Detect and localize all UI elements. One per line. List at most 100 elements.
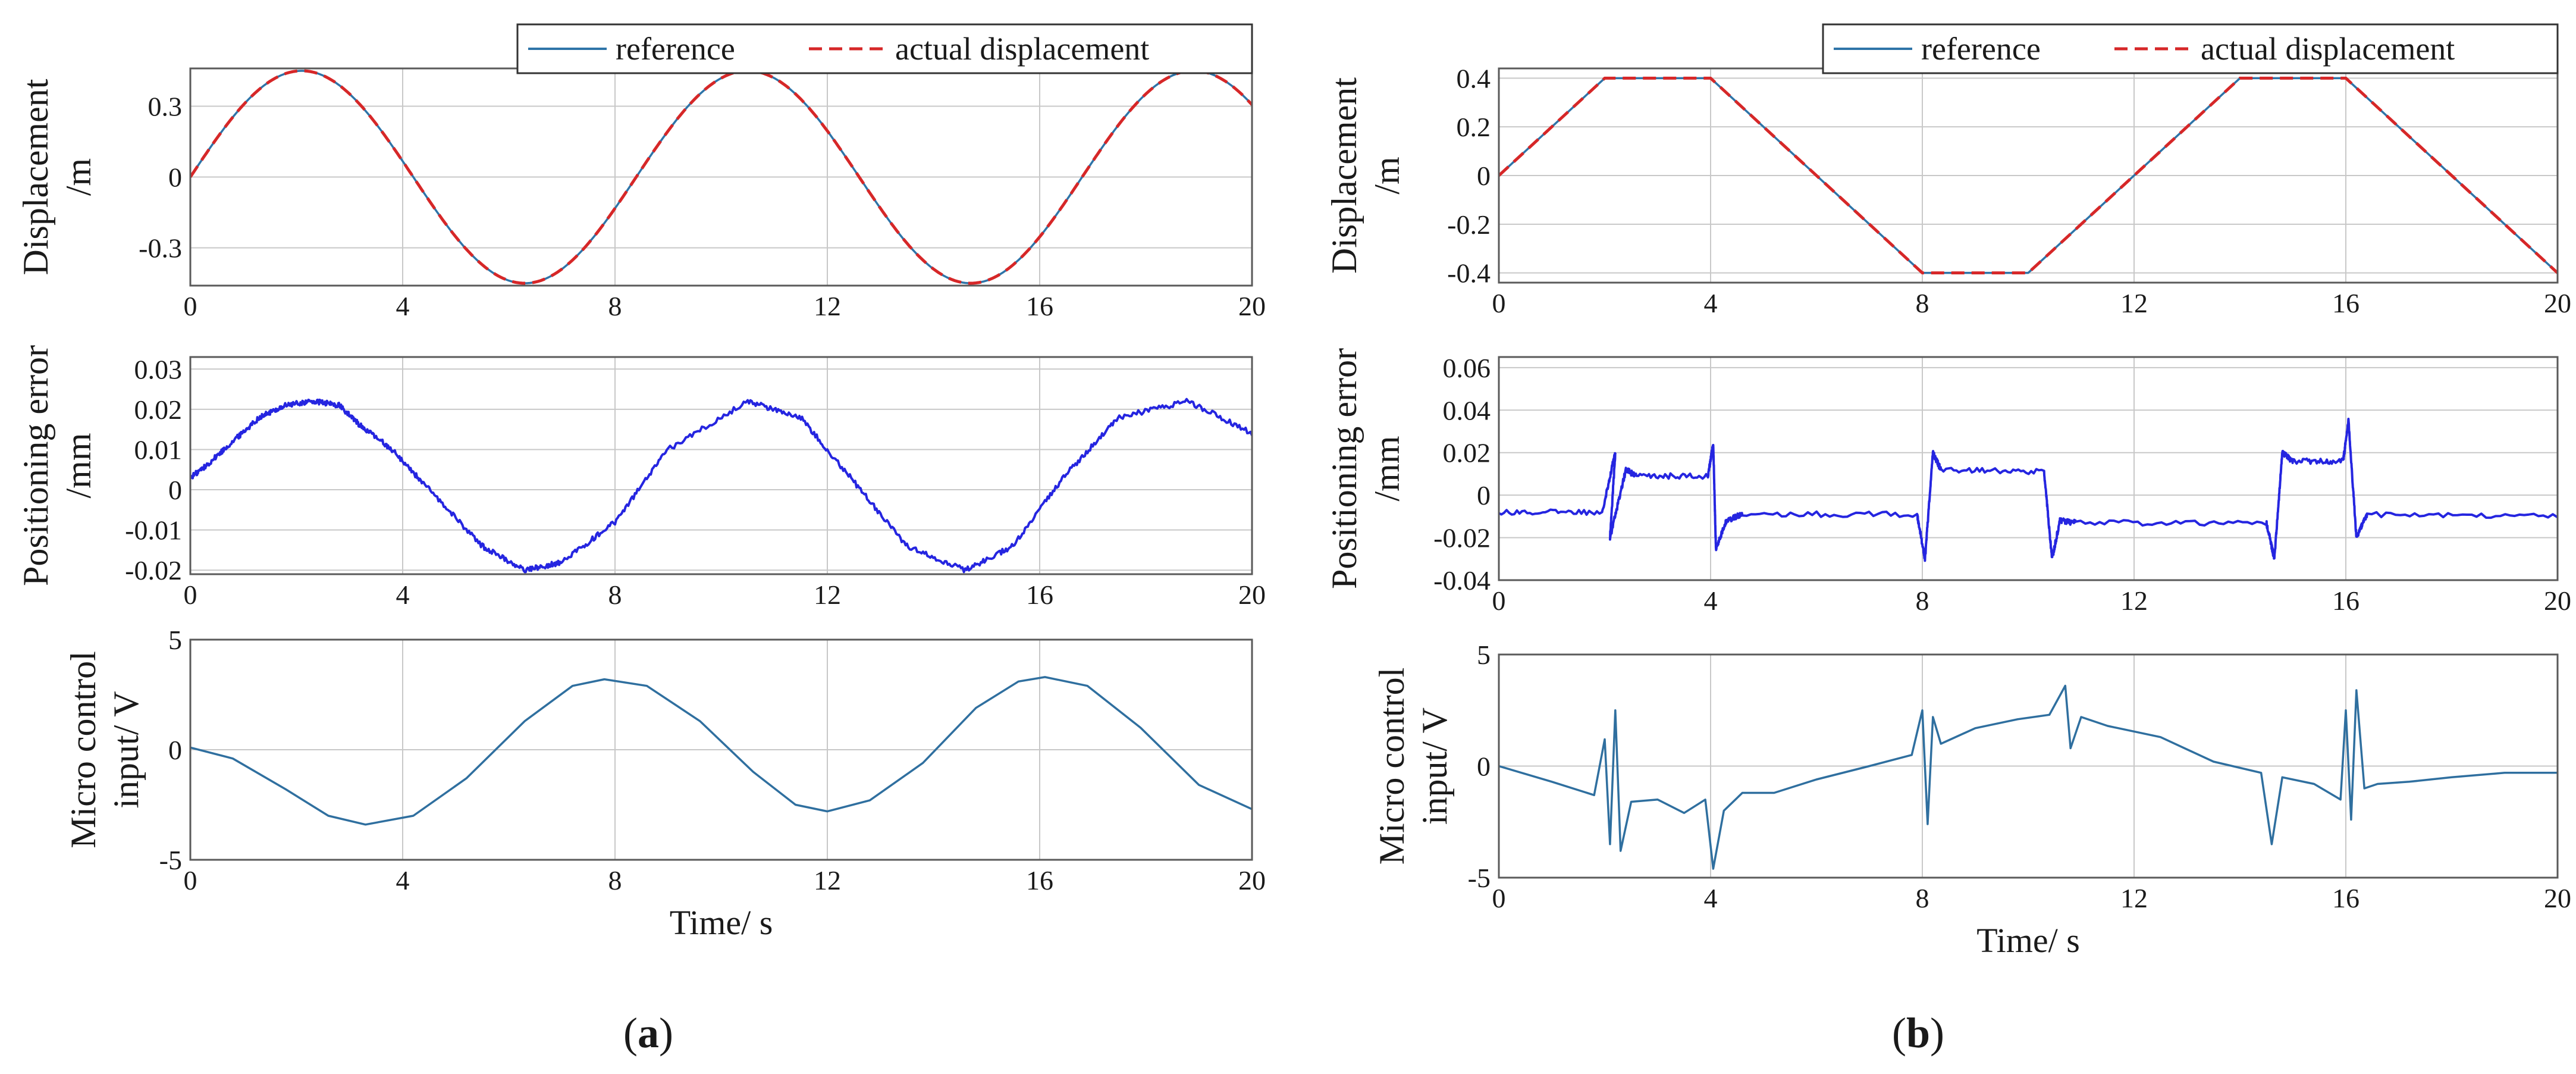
y-axis-label: Displacement/m [1325, 77, 1407, 274]
panel-label-b-letter: b [1906, 1009, 1930, 1057]
y-tick-label: -0.4 [1447, 258, 1491, 289]
y-axis-label: Micro control input/ V [64, 651, 146, 848]
y-axis-label-line: /mm [1367, 436, 1407, 501]
x-tick-label: 0 [184, 291, 197, 321]
y-axis-label-line: /mm [59, 433, 98, 498]
x-tick-label: 8 [608, 291, 622, 321]
y-tick-label: 0.2 [1457, 112, 1491, 142]
x-tick-label: 16 [1026, 865, 1053, 895]
legend-label-actual: actual displacement [895, 31, 1149, 67]
y-axis-label: Positioning error/mm [1325, 348, 1407, 589]
y-tick-label: 0 [1477, 752, 1491, 782]
series-line-control-input [190, 676, 1252, 826]
plot-frame [1498, 653, 2559, 879]
y-tick-label: 0 [1477, 161, 1491, 191]
y-axis-label-line: /m [1367, 156, 1407, 194]
series-line-positioning-error [190, 397, 1252, 574]
panel-label-a-letter: a [638, 1009, 659, 1057]
y-tick-label: -0.3 [139, 233, 182, 264]
x-tick-label: 20 [2544, 883, 2571, 913]
x-tick-label: 4 [1704, 585, 1718, 616]
chart-a2: 0 4 8 12 16 20 0.03 0.02 0.01 0 -0.01 -0.02 Position… [16, 345, 1266, 610]
y-axis-label-line: input/ V [1415, 707, 1454, 825]
y-tick-label: -5 [1468, 863, 1491, 893]
x-tick-label: 20 [1238, 580, 1266, 610]
y-tick-label: 0 [168, 475, 182, 505]
y-axis-label-line: Displacement [1325, 77, 1364, 274]
panel-label-a: (a) [623, 1009, 673, 1057]
legend-label-reference: reference [616, 31, 735, 67]
x-tick-label: 8 [608, 580, 622, 610]
x-tick-label: 12 [2120, 288, 2148, 318]
plot-frame [1498, 356, 2559, 581]
y-tick-label: 0.3 [148, 91, 183, 121]
x-tick-label: 16 [2332, 585, 2359, 616]
x-tick-label: 12 [814, 580, 841, 610]
legend-label-actual: actual displacement [2201, 31, 2455, 67]
series-line-actual-displacement [190, 69, 1252, 285]
legend-box [1822, 23, 2559, 74]
x-tick-label: 12 [2120, 585, 2148, 616]
x-axis-label: Time/ s [1976, 921, 2080, 960]
chart-b1: 0 4 8 12 16 20 0.4 0.2 0 -0.2 -0.4 Displacement/m re… [1325, 23, 2571, 318]
x-tick-label: 12 [814, 865, 841, 895]
x-tick-label: 8 [1916, 883, 1929, 913]
x-tick-label: 4 [396, 865, 410, 895]
series-line-positioning-error [1499, 418, 2558, 562]
panel-label-b-open: ( [1892, 1009, 1906, 1057]
chart-b2: 0 4 8 12 16 20 0.06 0.04 0.02 0 -0.02 -0.04 Position… [1325, 348, 2571, 616]
x-tick-label: 0 [184, 865, 197, 895]
plot-frame [189, 356, 1253, 575]
panel-label-a-close: ) [659, 1009, 673, 1057]
chart-a1: 0 4 8 12 16 200.30-0.3Displacement/mreference… [16, 23, 1266, 321]
series-line-actual-displacement [1499, 76, 2558, 275]
x-tick-label: 8 [1916, 585, 1929, 616]
y-axis-label: Micro control input/ V [1372, 668, 1454, 865]
y-tick-label: -0.2 [1447, 209, 1491, 240]
x-tick-label: 16 [2332, 288, 2359, 318]
y-tick-label: 5 [168, 625, 182, 655]
y-tick-label: -0.01 [125, 515, 182, 546]
legend-box [516, 23, 1253, 74]
x-tick-label: 0 [1492, 288, 1506, 318]
x-tick-label: 0 [184, 580, 197, 610]
y-tick-label: 5 [1477, 640, 1491, 670]
x-tick-label: 0 [1492, 883, 1506, 913]
x-tick-label: 20 [1238, 865, 1266, 895]
y-tick-label: -0.02 [1433, 523, 1491, 553]
x-tick-label: 8 [1916, 288, 1929, 318]
x-tick-label: 4 [1704, 288, 1718, 318]
x-tick-label: 4 [396, 580, 410, 610]
x-tick-label: 16 [2332, 883, 2359, 913]
legend: reference actual displacement [516, 23, 1253, 74]
y-axis-label-line: Positioning error [16, 345, 55, 586]
x-tick-label: 4 [396, 291, 410, 321]
y-tick-label: -0.02 [125, 555, 182, 585]
y-tick-label: 0 [1477, 480, 1491, 511]
panel-label-b: (b) [1892, 1009, 1944, 1057]
x-tick-label: 20 [1238, 291, 1266, 321]
x-tick-label: 0 [1492, 585, 1506, 616]
y-tick-label: 0.01 [134, 434, 183, 465]
legend: reference actual displacement [1822, 23, 2559, 74]
plots-layer: 0 4 8 12 16 200.30-0.3Displacement/mreference… [16, 23, 2571, 960]
y-axis-label: Displacement/m [16, 79, 98, 275]
y-tick-label: 0.04 [1443, 395, 1491, 425]
x-axis-label: Time/ s [670, 903, 773, 942]
y-tick-label: -0.04 [1433, 565, 1491, 596]
y-axis-label-line: Micro control [1372, 668, 1411, 865]
y-axis-label-line: Micro control [64, 651, 103, 848]
x-tick-label: 16 [1026, 580, 1053, 610]
x-tick-label: 12 [814, 291, 841, 321]
y-tick-label: 0 [168, 162, 182, 193]
y-tick-label: -5 [159, 845, 182, 875]
x-tick-label: 4 [1704, 883, 1718, 913]
legend-label-reference: reference [1921, 31, 2041, 67]
panel-label-b-close: ) [1930, 1009, 1944, 1057]
x-tick-label: 12 [2120, 883, 2148, 913]
y-axis-label-line: Positioning error [1325, 348, 1364, 589]
panel-label-a-open: ( [623, 1009, 638, 1057]
